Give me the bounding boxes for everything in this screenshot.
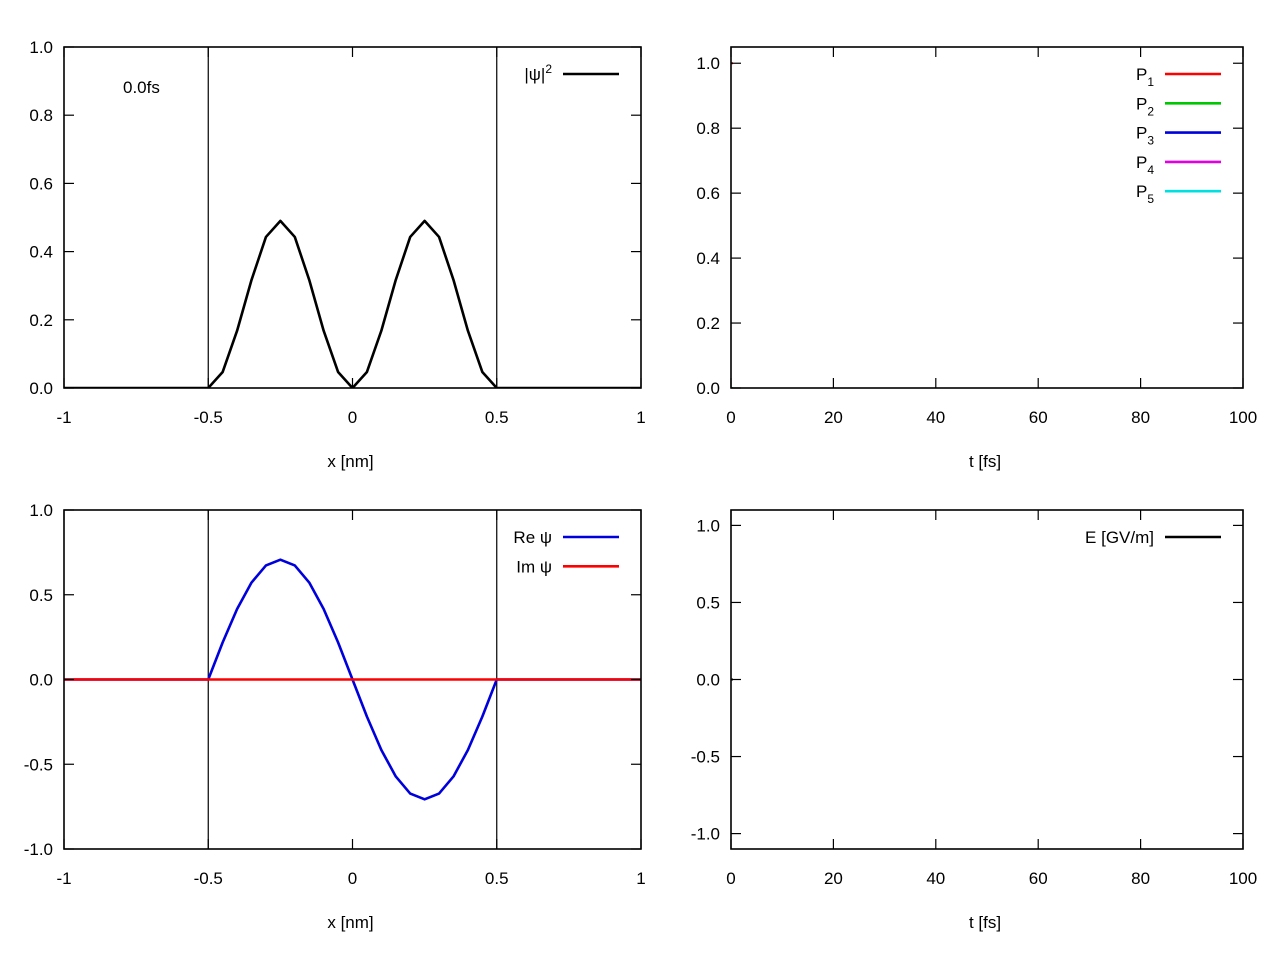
x-tick-label: 20 — [824, 408, 843, 427]
time-annotation: 0.0fs — [123, 78, 160, 97]
chart-psi: -1 -0.5 0 0.5 1 -1.0 -0.5 0.0 0.5 1.0 x [nm] Re ψ Im… — [24, 501, 646, 932]
y-tick-label: 0.0 — [29, 379, 53, 398]
y-tick-label: 0.6 — [696, 184, 720, 203]
y-tick-label: 0.4 — [696, 249, 720, 268]
y-tick-label: 0.6 — [29, 174, 53, 193]
series-group — [64, 219, 641, 388]
x-tick-label: 60 — [1029, 869, 1048, 888]
x-axis-label: t [fs] — [969, 452, 1001, 471]
x-axis-label: t [fs] — [969, 913, 1001, 932]
y-tick-label: -1.0 — [24, 840, 53, 859]
x-tick-label: 60 — [1029, 408, 1048, 427]
y-tick-label: 0.2 — [696, 314, 720, 333]
x-tick-label: 40 — [926, 408, 945, 427]
y-tick-label: 0.0 — [29, 671, 53, 690]
y-tick-label: 0.5 — [29, 586, 53, 605]
series-line-0 — [64, 219, 641, 388]
chart-populations: 0 20 40 60 80 100 0.0 0.2 0.4 0.6 0.8 1.0 t [fs] P1 P2… — [696, 46, 1257, 471]
legend-label-0: Re ψ — [513, 528, 552, 547]
y-tick-label: 0.8 — [29, 106, 53, 125]
y-tick-label: -0.5 — [691, 748, 720, 767]
y-tick-label: 0.0 — [696, 671, 720, 690]
x-tick-label: -0.5 — [194, 408, 223, 427]
plot-frame — [730, 46, 1244, 389]
plot-frame — [730, 509, 1244, 850]
y-tick-label: 0.8 — [696, 119, 720, 138]
y-tick-label: 0.5 — [696, 593, 720, 612]
x-tick-label: 20 — [824, 869, 843, 888]
y-tick-label: 0.0 — [696, 379, 720, 398]
x-tick-label: 1 — [636, 869, 645, 888]
x-tick-label: 100 — [1229, 408, 1257, 427]
y-tick-label: -0.5 — [24, 755, 53, 774]
legend-label-3: P4 — [1136, 153, 1154, 177]
y-tick-label: 0.4 — [29, 243, 53, 262]
x-tick-label: 0 — [726, 408, 735, 427]
x-tick-label: 0 — [726, 869, 735, 888]
legend-label-2: P3 — [1136, 124, 1154, 148]
x-tick-label: 40 — [926, 869, 945, 888]
y-tick-label: 1.0 — [696, 516, 720, 535]
legend-label-0: E [GV/m] — [1085, 528, 1154, 547]
legend-label-1: Im ψ — [516, 557, 552, 576]
plot-frame — [63, 46, 642, 389]
legend-label-4: P5 — [1136, 182, 1154, 206]
x-tick-label: 80 — [1131, 408, 1150, 427]
x-tick-label: 100 — [1229, 869, 1257, 888]
x-tick-label: 0.5 — [485, 408, 509, 427]
legend-label-0: |ψ|2 — [524, 62, 552, 84]
chart-field: 0 20 40 60 80 100 -1.0 -0.5 0.0 0.5 1.0 t [fs] E [GV… — [691, 509, 1257, 932]
x-tick-label: -1 — [56, 869, 71, 888]
x-tick-label: 0 — [348, 408, 357, 427]
y-tick-label: 0.2 — [29, 311, 53, 330]
chart-psi2: -1 -0.5 0 0.5 1 0.0 0.2 0.4 0.6 0.8 1.0 x [nm] 0.0fs… — [29, 38, 645, 471]
y-tick-label: 1.0 — [29, 38, 53, 57]
x-tick-label: 0 — [348, 869, 357, 888]
x-axis-label: x [nm] — [327, 452, 373, 471]
x-tick-label: 80 — [1131, 869, 1150, 888]
x-tick-label: 0.5 — [485, 869, 509, 888]
legend-label-0: P1 — [1136, 65, 1154, 89]
series-group — [64, 558, 641, 801]
x-tick-label: -1 — [56, 408, 71, 427]
x-tick-label: -0.5 — [194, 869, 223, 888]
legend-label-1: P2 — [1136, 94, 1154, 118]
y-tick-label: 1.0 — [29, 501, 53, 520]
x-axis-label: x [nm] — [327, 913, 373, 932]
x-tick-label: 1 — [636, 408, 645, 427]
y-tick-label: -1.0 — [691, 825, 720, 844]
y-tick-label: 1.0 — [696, 54, 720, 73]
